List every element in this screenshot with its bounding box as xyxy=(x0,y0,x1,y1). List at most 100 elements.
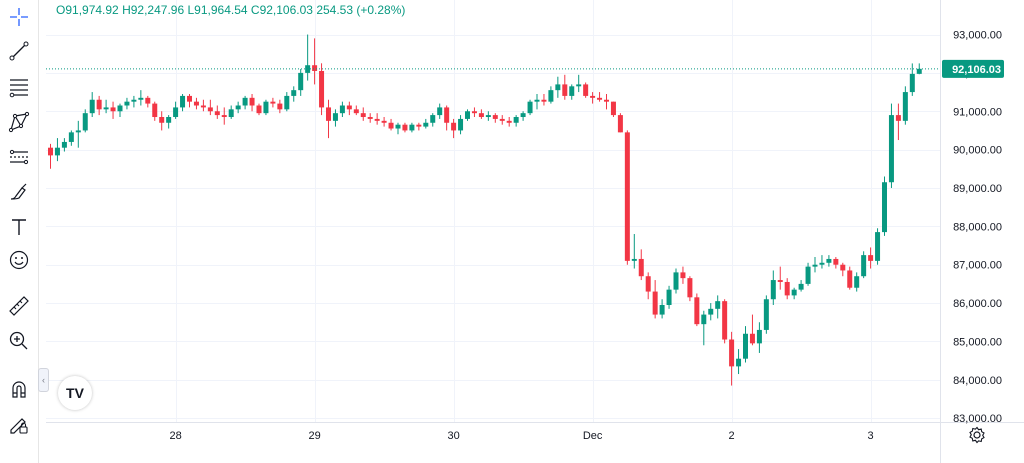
candle-body xyxy=(756,329,762,344)
candle-body xyxy=(902,92,908,121)
price-axis-label: 85,000.00 xyxy=(953,336,1002,348)
price-axis-label: 86,000.00 xyxy=(953,298,1002,310)
time-axis-label: 28 xyxy=(169,430,181,442)
candle-body xyxy=(187,95,192,102)
candle-body xyxy=(715,301,721,309)
low-value: 91,964.54 xyxy=(194,3,248,17)
candle-body xyxy=(291,90,297,96)
candle-body xyxy=(777,280,783,282)
candle-body xyxy=(548,90,554,102)
candle-body xyxy=(409,124,415,131)
candle-body xyxy=(249,97,255,106)
candle-body xyxy=(604,99,609,102)
candle-body xyxy=(708,308,714,315)
candle-body xyxy=(103,107,109,110)
candle-body xyxy=(666,289,672,305)
candle-body xyxy=(541,99,547,102)
candle-body xyxy=(868,255,874,261)
brush-icon[interactable] xyxy=(4,177,34,207)
candle-body xyxy=(180,95,186,108)
candle-body xyxy=(298,72,304,91)
collapse-toolbar-button[interactable]: ‹ xyxy=(38,368,49,392)
zoom-in-icon[interactable] xyxy=(4,326,34,356)
candle-body xyxy=(61,141,67,148)
time-axis-label: 30 xyxy=(447,430,459,442)
candle-body xyxy=(166,117,172,123)
candle-body xyxy=(499,118,505,121)
candle-body xyxy=(861,255,867,277)
candle-body xyxy=(96,99,102,110)
emoji-icon[interactable] xyxy=(4,245,34,275)
candle-body xyxy=(478,113,484,118)
candle-body xyxy=(659,304,665,315)
candle-body xyxy=(583,84,589,96)
pattern-icon[interactable] xyxy=(4,107,34,137)
candle-body xyxy=(617,115,623,133)
candle-body xyxy=(527,101,533,114)
ruler-icon[interactable] xyxy=(4,291,34,321)
open-value: 91,974.92 xyxy=(65,3,119,17)
price-axis-label: 90,000.00 xyxy=(953,145,1002,157)
candle-body xyxy=(256,105,262,114)
candle-body xyxy=(353,109,359,114)
last-price-label: 92,106.03 xyxy=(952,64,1001,76)
candle-body xyxy=(138,97,144,100)
candle-body xyxy=(444,107,450,123)
candle-body xyxy=(173,107,179,118)
candle-body xyxy=(770,280,776,300)
candle-body xyxy=(638,258,644,277)
candle-body xyxy=(89,99,95,114)
text-icon[interactable] xyxy=(4,212,34,242)
price-axis-label: 84,000.00 xyxy=(953,375,1002,387)
tradingview-logo[interactable]: TV xyxy=(58,376,92,410)
time-axis-label: 2 xyxy=(729,430,735,442)
candle-body xyxy=(145,97,151,104)
candle-body xyxy=(485,115,491,118)
candle-body xyxy=(909,73,915,93)
candle-body xyxy=(235,105,241,110)
candle-body xyxy=(430,115,436,123)
candle-body xyxy=(221,115,227,118)
candle-body xyxy=(534,99,540,102)
high-value: 92,247.96 xyxy=(130,3,185,17)
candle-body xyxy=(631,258,637,261)
price-axis-label: 83,000.00 xyxy=(953,413,1002,425)
fib-retracement-icon[interactable] xyxy=(4,72,34,102)
high-label: H xyxy=(122,3,131,17)
candle-body xyxy=(402,124,408,131)
settings-gear-icon[interactable] xyxy=(968,426,986,444)
ohlc-legend: O91,974.92 H92,247.96 L91,964.54 C92,106… xyxy=(56,3,405,17)
candle-body xyxy=(840,264,846,271)
candle-body xyxy=(193,101,199,106)
candle-body xyxy=(506,120,512,123)
trend-line-icon[interactable] xyxy=(4,36,34,66)
candle-body xyxy=(749,333,755,344)
candle-body xyxy=(471,111,477,114)
candle-body xyxy=(576,84,582,87)
candle-body xyxy=(590,95,596,98)
lock-drawing-icon[interactable] xyxy=(4,409,34,439)
drawing-toolbar xyxy=(0,0,39,463)
candle-body xyxy=(888,115,894,183)
candle-body xyxy=(214,111,220,116)
last-price-badge xyxy=(942,59,1004,78)
candle-body xyxy=(437,107,443,116)
crosshair-icon[interactable] xyxy=(4,2,34,32)
candle-body xyxy=(701,314,707,325)
candle-body xyxy=(645,276,651,292)
candle-body xyxy=(319,70,325,108)
candle-body xyxy=(48,147,53,156)
candle-body xyxy=(242,97,248,106)
candle-body xyxy=(152,103,158,118)
candle-body xyxy=(465,111,470,119)
forecast-icon[interactable] xyxy=(4,142,34,172)
candle-body xyxy=(277,103,283,110)
candle-body xyxy=(763,299,769,330)
candle-body xyxy=(784,281,790,296)
magnet-icon[interactable] xyxy=(4,374,34,404)
candle-body xyxy=(395,124,401,129)
candle-body xyxy=(652,291,658,315)
candle-body xyxy=(131,99,137,102)
candle-body xyxy=(812,264,818,267)
